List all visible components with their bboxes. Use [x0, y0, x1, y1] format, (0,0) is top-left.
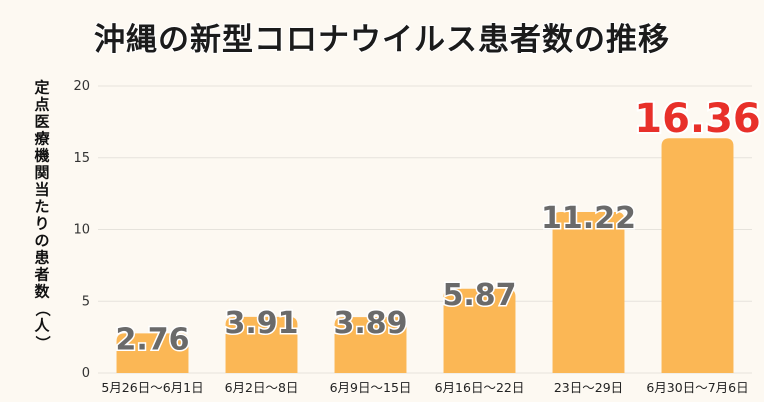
y-axis-label-char: 者 [34, 266, 49, 284]
y-axis-ticks: 0 5 10 15 20 [73, 79, 90, 381]
y-axis-label-char: 患 [34, 249, 49, 267]
y-axis-label-char: 点 [34, 96, 49, 114]
data-label: 5.87 [442, 278, 516, 313]
bar [334, 317, 407, 373]
data-label: 3.91 [224, 306, 298, 341]
y-axis-label-char: の [34, 232, 49, 250]
x-category-label: 6月16日～22日 [435, 380, 525, 395]
y-tick-label: 10 [73, 223, 90, 238]
y-axis-label-char: り [34, 215, 49, 233]
x-category-label: 6月2日～8日 [225, 380, 299, 395]
y-axis-label-char: 療 [34, 130, 50, 148]
data-label: 16.36 [634, 96, 761, 142]
y-tick-label: 0 [82, 366, 90, 381]
x-category-label: 23日～29日 [554, 380, 623, 395]
y-axis-label-char: 関 [34, 164, 49, 182]
data-label: 2.76 [115, 322, 189, 357]
chart-title: 沖縄の新型コロナウイルス患者数の推移 [94, 22, 670, 58]
y-axis-label-char: 定 [34, 79, 49, 97]
data-label: 11.22 [541, 201, 636, 236]
value-labels: 2.76 3.91 3.89 5.87 11.22 16.36 [114, 94, 763, 359]
y-axis-label-char: 数 [34, 283, 50, 301]
bar [443, 288, 516, 373]
y-tick-label: 20 [73, 79, 90, 94]
y-axis-label-char: 機 [34, 147, 49, 165]
bar [116, 333, 189, 373]
x-axis-categories: 5月26日～6月1日 6月2日～8日 6月9日～15日 6月16日～22日 23日～29… [101, 380, 748, 395]
y-axis-label-char: 人 [34, 317, 50, 335]
y-axis-label-char: 医 [34, 113, 49, 131]
x-category-label: 6月9日～15日 [330, 380, 412, 395]
y-axis-label-char: （ [34, 301, 52, 316]
bars [116, 138, 734, 373]
y-tick-label: 5 [82, 294, 90, 309]
y-axis-label-char: 当 [34, 181, 49, 199]
bar [225, 316, 298, 373]
bar [552, 211, 625, 373]
y-axis-label-char: た [34, 198, 49, 216]
x-category-label: 6月30日～7月6日 [646, 380, 748, 395]
bar [661, 138, 734, 373]
y-tick-label: 15 [73, 151, 90, 166]
gridlines [98, 85, 752, 374]
x-category-label: 5月26日～6月1日 [101, 380, 203, 395]
data-label: 3.89 [333, 306, 407, 341]
y-axis-label-char: ） [34, 335, 52, 350]
